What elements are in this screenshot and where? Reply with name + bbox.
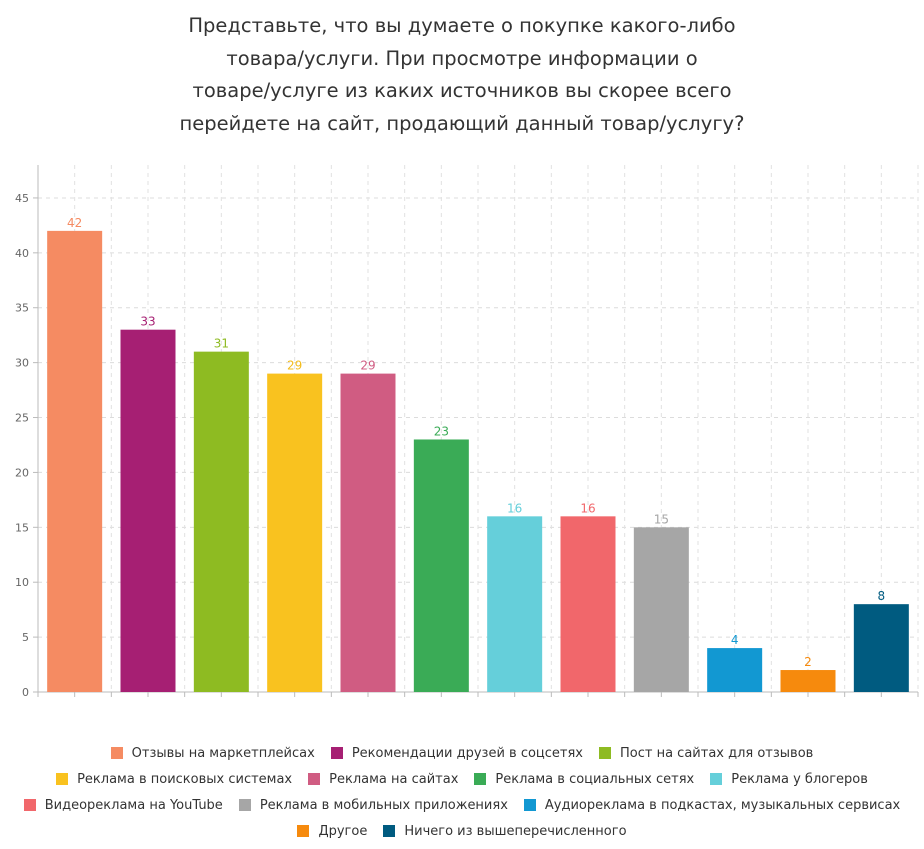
legend-swatch bbox=[330, 747, 343, 759]
chart-title-line: товаре/услуге из каких источников вы ско… bbox=[192, 79, 732, 102]
legend-row: Отзывы на маркетплейсах Рекомендации друз… bbox=[0, 740, 924, 766]
legend-row: Реклама в поисковых системах Реклама на с… bbox=[0, 766, 924, 792]
chart-title-line: перейдете на сайт, продающий данный това… bbox=[179, 111, 745, 135]
legend-item[interactable]: Реклама в мобильных приложениях bbox=[238, 797, 508, 813]
legend-swatch bbox=[710, 773, 723, 785]
chart-title: Представьте, что вы думаете о покупке ка… bbox=[62, 10, 862, 140]
legend-swatch bbox=[56, 773, 69, 785]
legend-swatch bbox=[599, 747, 611, 759]
bar bbox=[780, 670, 836, 692]
y-tick-label: 40 bbox=[15, 247, 29, 260]
bar bbox=[193, 351, 249, 692]
legend-item[interactable]: Видеореклама на YouTube bbox=[23, 797, 223, 813]
legend-item[interactable]: Реклама на сайтах bbox=[308, 772, 458, 787]
legend-item[interactable]: Ничего из вышеперечисленного bbox=[383, 823, 627, 839]
bar bbox=[487, 516, 543, 692]
legend-label: Пост на сайтах для отзывов bbox=[620, 745, 814, 761]
legend-swatch bbox=[23, 799, 36, 811]
bar-value-label: 16 bbox=[507, 501, 522, 515]
bar-value-label: 8 bbox=[878, 589, 886, 603]
legend-item[interactable]: Реклама в социальных сетях bbox=[474, 772, 694, 787]
y-tick-labels: 0 5 10 15 20 25 30 35 40 45 bbox=[15, 192, 29, 699]
y-tick-label: 30 bbox=[15, 357, 29, 370]
legend-label: Рекомендации друзей в соцсетях bbox=[351, 745, 583, 761]
legend-item[interactable]: Другое bbox=[297, 824, 367, 839]
bar-value-label: 31 bbox=[214, 337, 229, 351]
legend-item[interactable]: Отзывы на маркетплейсах bbox=[110, 745, 315, 761]
legend-row: Видеореклама на YouTube Реклама в мобильн… bbox=[0, 792, 924, 818]
legend-label: Реклама в мобильных приложениях bbox=[259, 797, 508, 813]
legend-swatch bbox=[110, 747, 123, 759]
legend-label: Реклама в поисковых системах bbox=[77, 771, 293, 787]
bar bbox=[853, 604, 909, 692]
grid-lines bbox=[38, 165, 919, 692]
bar bbox=[707, 648, 763, 692]
bar-value-label: 42 bbox=[67, 216, 82, 230]
y-tick-label: 10 bbox=[15, 576, 29, 589]
legend-swatch bbox=[238, 799, 251, 811]
y-tick-label: 45 bbox=[15, 192, 29, 205]
legend-item[interactable]: Аудиореклама в подкастах, музыкальных се… bbox=[523, 797, 901, 813]
legend-label: Другое bbox=[318, 823, 368, 839]
legend-label: Реклама на сайтах bbox=[329, 771, 459, 787]
legend-swatch bbox=[308, 773, 321, 785]
bar-value-label: 16 bbox=[580, 501, 595, 515]
bar bbox=[340, 373, 396, 692]
y-tick-label: 20 bbox=[15, 466, 29, 479]
bar bbox=[560, 516, 616, 692]
y-tick-label: 35 bbox=[15, 302, 29, 315]
legend-swatch bbox=[383, 825, 396, 837]
legend-swatch bbox=[297, 825, 310, 837]
y-tick-label: 0 bbox=[22, 686, 29, 699]
legend-swatch bbox=[474, 773, 487, 785]
bar bbox=[267, 373, 323, 692]
bar bbox=[47, 230, 103, 692]
y-tick-label: 15 bbox=[15, 521, 29, 534]
bar-value-label: 2 bbox=[804, 655, 812, 669]
legend-item[interactable]: Реклама в поисковых системах bbox=[56, 772, 292, 787]
legend-label: Видеореклама на YouTube bbox=[44, 797, 223, 813]
chart-title-line: товара/услуги. При просмотре информации … bbox=[226, 46, 698, 70]
legend-label: Реклама у блогеров bbox=[731, 771, 868, 787]
legend: Отзывы на маркетплейсах Рекомендации друз… bbox=[0, 740, 924, 844]
bar bbox=[413, 439, 469, 692]
legend-label: Аудиореклама в подкастах, музыкальных се… bbox=[544, 797, 901, 813]
legend-item[interactable]: Рекомендации друзей в соцсетях bbox=[330, 745, 583, 761]
legend-label: Отзывы на маркетплейсах bbox=[131, 745, 315, 761]
axes bbox=[33, 165, 919, 697]
y-tick-label: 25 bbox=[15, 412, 29, 425]
bar-value-label: 4 bbox=[731, 633, 739, 647]
legend-label: Ничего из вышеперечисленного bbox=[404, 823, 627, 839]
legend-swatch bbox=[523, 799, 536, 811]
bar bbox=[633, 527, 689, 692]
bar-value-label: 23 bbox=[434, 424, 449, 438]
legend-row: Другое Ничего из вышеперечисленного bbox=[0, 818, 924, 844]
y-tick-label: 5 bbox=[22, 631, 29, 644]
bar-value-label: 29 bbox=[360, 359, 375, 373]
legend-item[interactable]: Реклама у блогеров bbox=[710, 772, 868, 787]
bar-value-label: 15 bbox=[654, 512, 669, 526]
bars bbox=[47, 230, 909, 692]
bar-value-label: 29 bbox=[287, 359, 302, 373]
bar bbox=[120, 329, 176, 692]
bar-value-label: 33 bbox=[140, 315, 155, 329]
legend-item[interactable]: Пост на сайтах для отзывов bbox=[599, 746, 813, 761]
chart-title-line: Представьте, что вы думаете о покупке ка… bbox=[188, 14, 736, 37]
legend-label: Реклама в социальных сетях bbox=[495, 771, 695, 787]
